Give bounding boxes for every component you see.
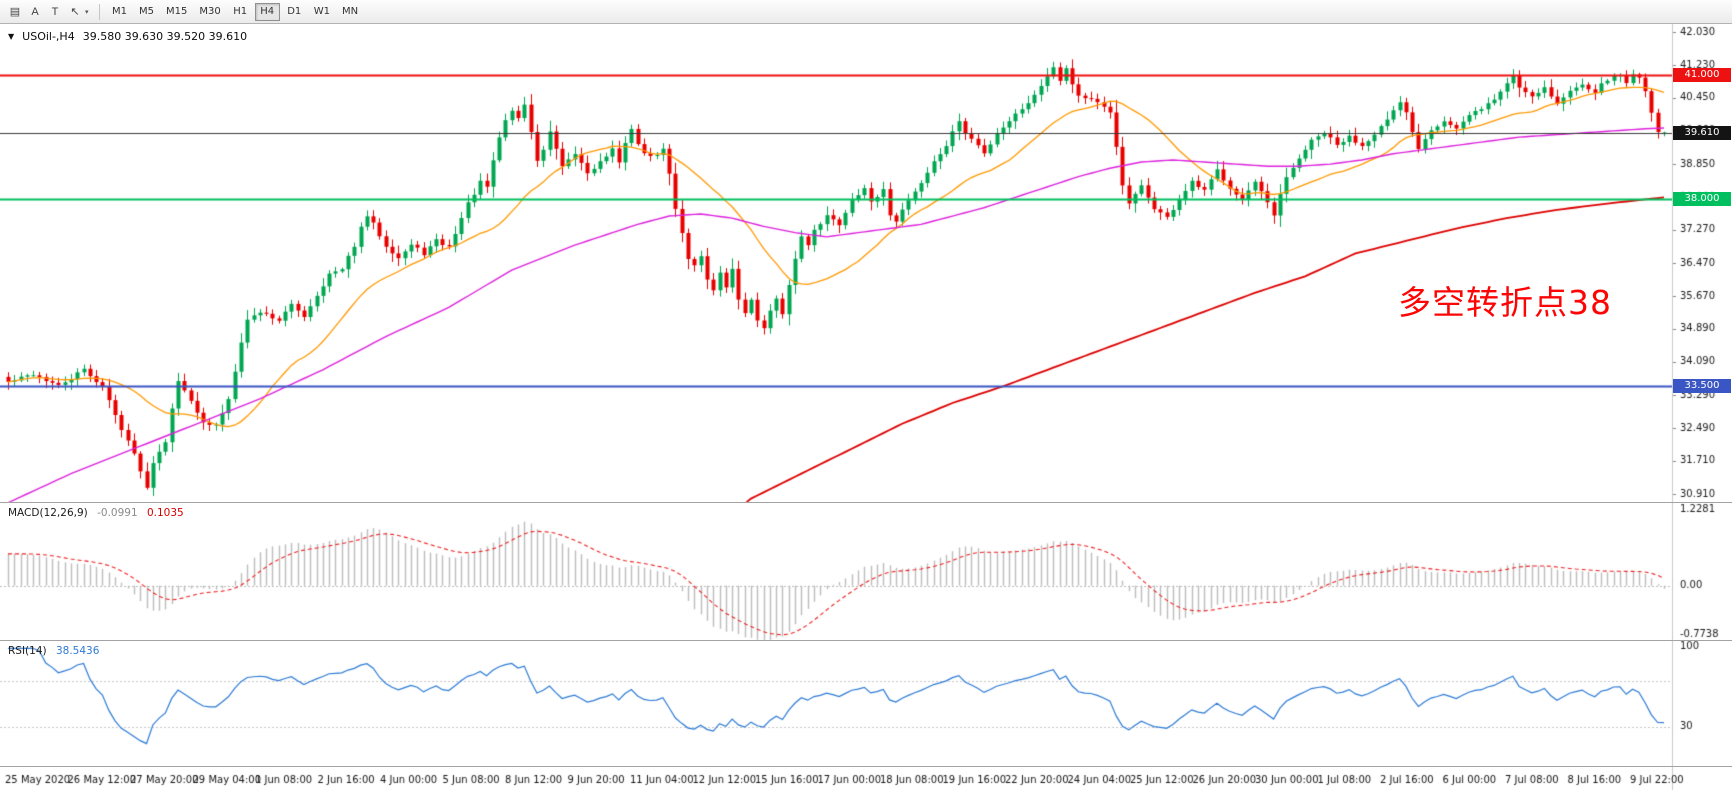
chart-annotation-text: 多空转折点38 bbox=[1398, 283, 1612, 322]
panel-splitter-macd[interactable] bbox=[0, 502, 1732, 503]
hline-41-badge: 41.000 bbox=[1673, 67, 1731, 82]
panel-splitter-rsi[interactable] bbox=[0, 640, 1732, 641]
timeframe-d1-button[interactable]: D1 bbox=[282, 3, 307, 21]
macd-indicator-label: MACD(12,26,9) -0.0991 0.1035 bbox=[8, 507, 190, 519]
current-price-badge: 39.610 bbox=[1673, 125, 1731, 140]
text-label-icon[interactable]: A bbox=[25, 3, 45, 21]
chart-title: ▼ USOil-,H4 39.580 39.630 39.520 39.610 bbox=[8, 30, 247, 43]
macd-signal-value: 0.1035 bbox=[146, 507, 184, 519]
symbol-period-label: USOil-,H4 bbox=[22, 30, 75, 43]
toolbar: ▤ A T ↖ ▾ M1 M5 M15 M30 H1 H4 D1 W1 MN bbox=[0, 0, 1732, 24]
timeframe-m15-button[interactable]: M15 bbox=[161, 3, 192, 21]
one-click-trading-toggle[interactable]: ▼ bbox=[8, 32, 15, 41]
hline-38-badge: 38.000 bbox=[1673, 192, 1731, 207]
charts-grid-icon[interactable]: ▤ bbox=[5, 3, 25, 21]
rsi-value: 38.5436 bbox=[55, 645, 100, 657]
hline-335-badge: 33.500 bbox=[1673, 379, 1731, 394]
rsi-name: RSI(14) bbox=[8, 645, 47, 657]
timeframe-m1-button[interactable]: M1 bbox=[107, 3, 132, 21]
template-icon[interactable]: T bbox=[45, 3, 65, 21]
ohlc-values: 39.580 39.630 39.520 39.610 bbox=[82, 30, 248, 43]
timeframe-h4-button[interactable]: H4 bbox=[254, 2, 280, 21]
panel-splitter-axis[interactable] bbox=[0, 766, 1732, 767]
timeframe-h1-button[interactable]: H1 bbox=[228, 3, 253, 21]
price-chart-canvas[interactable] bbox=[0, 24, 1732, 790]
timeframe-mn-button[interactable]: MN bbox=[337, 3, 363, 21]
cursor-tool-icon[interactable]: ↖ bbox=[65, 3, 85, 21]
macd-name: MACD(12,26,9) bbox=[8, 507, 88, 519]
dropdown-caret-icon[interactable]: ▾ bbox=[85, 7, 89, 16]
rsi-indicator-label: RSI(14) 38.5436 bbox=[8, 645, 105, 657]
macd-main-value: -0.0991 bbox=[97, 507, 138, 519]
timeframe-w1-button[interactable]: W1 bbox=[309, 3, 335, 21]
toolbar-separator bbox=[99, 3, 100, 20]
timeframe-m30-button[interactable]: M30 bbox=[194, 3, 225, 21]
timeframe-m5-button[interactable]: M5 bbox=[134, 3, 159, 21]
